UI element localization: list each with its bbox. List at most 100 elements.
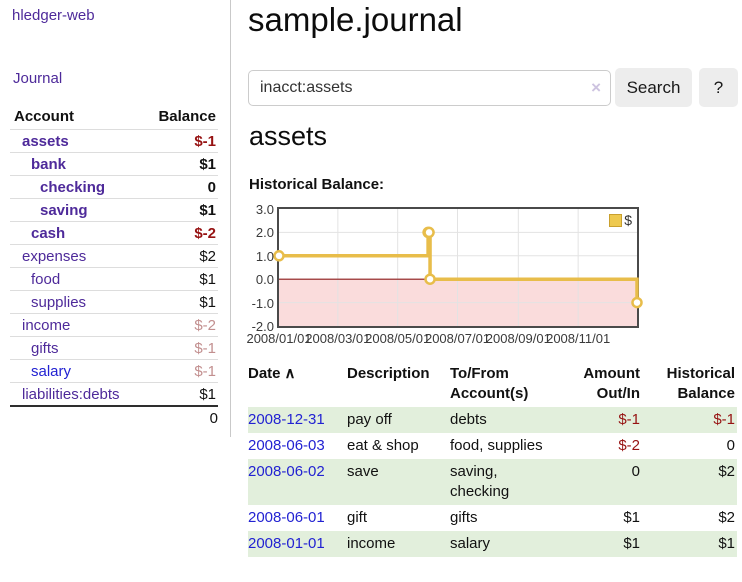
register-row[interactable]: 2008-12-31 pay off debts $-1 $-1	[248, 407, 737, 433]
register-date-link[interactable]: 2008-12-31	[248, 411, 325, 428]
register-accounts: gifts	[450, 509, 478, 526]
account-row: food $1	[10, 267, 218, 291]
search-input-wrap: ×	[248, 69, 611, 106]
register-amount: $-1	[618, 411, 640, 428]
account-link[interactable]: bank	[31, 155, 67, 173]
page-title: sample.journal	[248, 1, 463, 38]
register-header-date[interactable]: Date ∧	[248, 365, 296, 382]
y-axis-tick: 3.0	[255, 202, 274, 217]
account-link[interactable]: assets	[22, 132, 69, 150]
accounts-total: 0	[209, 410, 218, 427]
register-row[interactable]: 2008-06-01 gift gifts $1 $2	[248, 505, 737, 531]
account-link[interactable]: checking	[40, 178, 106, 196]
accounts-total-row: 0	[10, 406, 218, 430]
account-row: supplies $1	[10, 290, 218, 314]
account-row: salary $-1	[10, 359, 218, 383]
register-date-link[interactable]: 2008-01-01	[248, 535, 325, 552]
accounts-header-account: Account	[14, 108, 74, 125]
account-link[interactable]: saving	[40, 201, 88, 219]
sidebar: hledger-web Journal Account Balance asse…	[0, 0, 231, 437]
legend-swatch-dollar	[609, 213, 623, 227]
sidebar-item-journal[interactable]: Journal	[13, 70, 63, 87]
register-row[interactable]: 2008-06-02 save saving, checking 0 $2	[248, 459, 737, 505]
account-link[interactable]: cash	[31, 224, 66, 242]
account-link[interactable]: expenses	[22, 247, 87, 265]
account-balance: $1	[199, 293, 216, 311]
x-axis-tick: 2008/11/01	[546, 331, 611, 346]
register-date-link[interactable]: 2008-06-03	[248, 437, 325, 454]
register-description: pay off	[347, 411, 392, 428]
account-row: checking 0	[10, 175, 218, 199]
account-balance: $-1	[194, 132, 216, 150]
register-header-balance: Historical Balance	[666, 365, 735, 402]
clear-search-icon[interactable]: ×	[591, 77, 601, 97]
chart-legend: $	[607, 211, 634, 229]
accounts-table-body: assets $-1 bank $1 checking 0 saving $1 cash $-2 e…	[10, 129, 218, 431]
x-axis-tick: 2008/01/01	[246, 331, 312, 346]
y-axis-tick: 2.0	[255, 225, 274, 241]
account-link[interactable]: income	[22, 316, 71, 334]
x-axis-tick: 2008/07/01	[424, 331, 491, 346]
search-button[interactable]: Search	[615, 68, 692, 107]
accounts-header-row: Account Balance	[10, 106, 218, 130]
register-header-amount: Amount Out/In	[583, 365, 640, 402]
account-row: expenses $2	[10, 244, 218, 268]
account-balance: $1	[199, 155, 216, 173]
register-description: gift	[347, 509, 368, 526]
account-row: bank $1	[10, 152, 218, 176]
search-bar: × Search ?	[248, 68, 738, 107]
register-balance: 0	[726, 437, 735, 454]
account-row: assets $-1	[10, 129, 218, 153]
register-accounts: debts	[450, 411, 487, 428]
register-amount: 0	[631, 463, 640, 480]
y-axis-tick: -1.0	[251, 295, 274, 311]
register-table-body: 2008-12-31 pay off debts $-1 $-1 2008-06-03 ea…	[248, 407, 737, 557]
chart-plot-area[interactable]: $	[273, 207, 643, 328]
account-link[interactable]: food	[31, 270, 61, 288]
register-description: eat & shop	[347, 437, 419, 454]
register-balance: $-1	[713, 411, 735, 428]
register-balance: $2	[718, 509, 735, 526]
register-row[interactable]: 2008-01-01 income salary $1 $1	[248, 531, 737, 557]
account-row: saving $1	[10, 198, 218, 222]
register-date-link[interactable]: 2008-06-02	[248, 463, 325, 480]
account-link[interactable]: salary	[31, 362, 72, 380]
y-axis-tick: -2.0	[251, 319, 274, 334]
search-input[interactable]	[248, 69, 611, 106]
account-link[interactable]: supplies	[31, 293, 87, 311]
register-balance: $2	[718, 463, 735, 480]
help-button[interactable]: ?	[699, 68, 738, 107]
register-balance: $1	[718, 535, 735, 552]
register-row[interactable]: 2008-06-03 eat & shop food, supplies $-2 0	[248, 433, 737, 459]
register-date-link[interactable]: 2008-06-01	[248, 509, 325, 526]
x-axis-tick: 2008/05/01	[365, 331, 431, 346]
account-row: gifts $-1	[10, 336, 218, 360]
register-amount: $-2	[618, 437, 640, 454]
register-header-row: Date ∧ Description To/From Account(s) Amo…	[248, 361, 737, 407]
account-row: cash $-2	[10, 221, 218, 245]
register-amount: $1	[623, 535, 640, 552]
register-accounts: saving, checking	[450, 463, 510, 500]
account-row: liabilities:debts $1	[10, 382, 218, 407]
chart-title: Historical Balance:	[249, 176, 385, 193]
account-balance: $-2	[194, 316, 216, 334]
register-header-accounts: To/From Account(s)	[450, 365, 529, 402]
account-link[interactable]: gifts	[31, 339, 59, 357]
account-balance: $1	[199, 270, 216, 288]
x-axis-tick: 2008/09/01	[485, 331, 551, 346]
sort-asc-icon: ∧	[284, 365, 296, 382]
accounts-header-balance: Balance	[158, 108, 216, 125]
account-link[interactable]: liabilities:debts	[22, 385, 120, 403]
account-balance: $1	[199, 385, 216, 403]
register-panel: Date ∧ Description To/From Account(s) Amo…	[248, 361, 737, 557]
register-accounts: food, supplies	[450, 437, 543, 454]
y-axis-tick: 1.0	[255, 248, 274, 264]
account-balance: 0	[207, 178, 216, 196]
account-balance: $1	[199, 201, 216, 219]
app-title-link[interactable]: hledger-web	[12, 7, 95, 24]
historical-balance-chart: $ 3.0 2.0 1.0 0.0 -1.0 -2.0 2008/01/01 2008/03…	[246, 198, 742, 348]
legend-label: $	[624, 212, 632, 228]
account-row: income $-2	[10, 313, 218, 337]
y-axis-tick: 0.0	[255, 272, 274, 288]
account-balance: $-1	[194, 362, 216, 380]
